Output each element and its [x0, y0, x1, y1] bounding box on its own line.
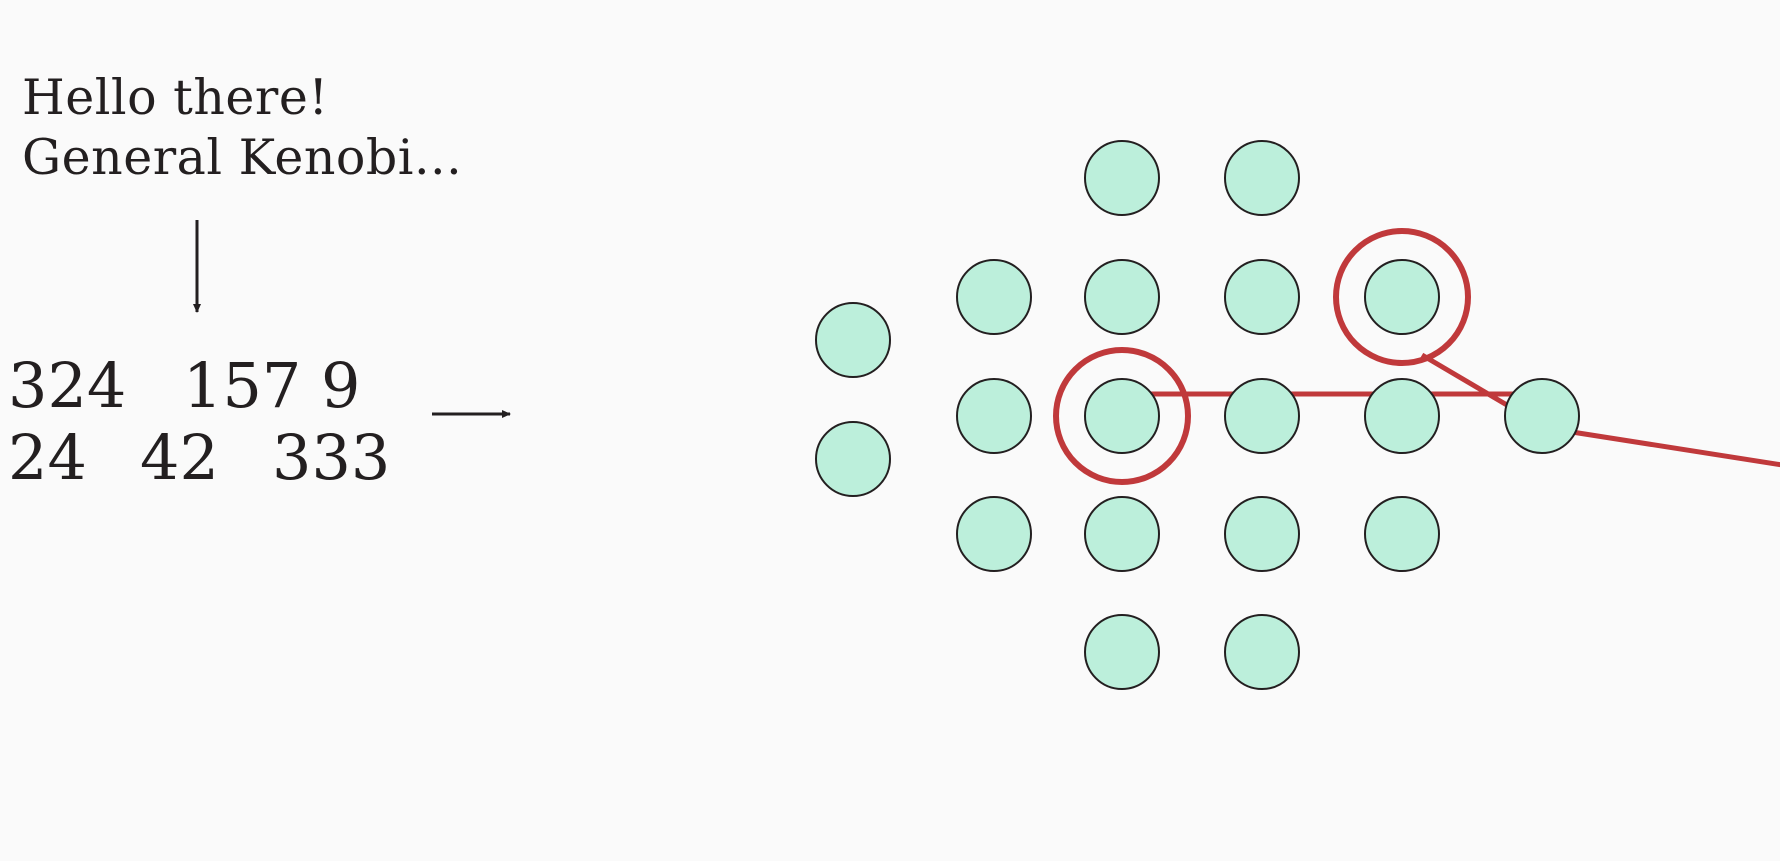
- path-edge: [1571, 429, 1780, 468]
- input-text-line-2: General Kenobi...: [22, 129, 463, 186]
- graph-node-r1c1: [956, 259, 1032, 335]
- graph-node-r2c5: [1504, 378, 1580, 454]
- graph-node-r2c2: [1084, 378, 1160, 454]
- graph-node-r3c2: [1084, 496, 1160, 572]
- graph-node-r3c3: [1224, 496, 1300, 572]
- graph-node-r0c3: [1224, 140, 1300, 216]
- branch-edge: [1420, 352, 1514, 411]
- highlight-ring-r2c2: [1053, 347, 1191, 485]
- graph-node-r4c3: [1224, 614, 1300, 690]
- token: 24: [8, 421, 87, 494]
- graph-node-r3c1: [956, 496, 1032, 572]
- node-layer: [815, 140, 1580, 690]
- token: 324: [8, 349, 127, 422]
- graph-node-r1c3: [1224, 259, 1300, 335]
- graph-node-r0c2: [1084, 140, 1160, 216]
- graph-node-r1c2: [1084, 259, 1160, 335]
- graph-node-r2c3: [1224, 378, 1300, 454]
- highlight-ring-r1c4: [1333, 228, 1471, 366]
- highlight-rings: [1053, 228, 1471, 485]
- path-edges: [1122, 352, 1780, 468]
- graph-node-r1c4: [1364, 259, 1440, 335]
- graph-node-r4c2: [1084, 614, 1160, 690]
- input-text-line-1: Hello there!: [22, 69, 329, 126]
- graph-node-r1c0: [815, 302, 891, 378]
- token: 42: [140, 421, 219, 494]
- graph-node-r2c4: [1364, 378, 1440, 454]
- graph-node-r2c0: [815, 421, 891, 497]
- token: 333: [272, 421, 391, 494]
- input-text-block: Hello there! General Kenobi...: [22, 68, 462, 188]
- graph-node-r3c4: [1364, 496, 1440, 572]
- token: 157 9: [183, 349, 361, 422]
- graph-node-r2c1: [956, 378, 1032, 454]
